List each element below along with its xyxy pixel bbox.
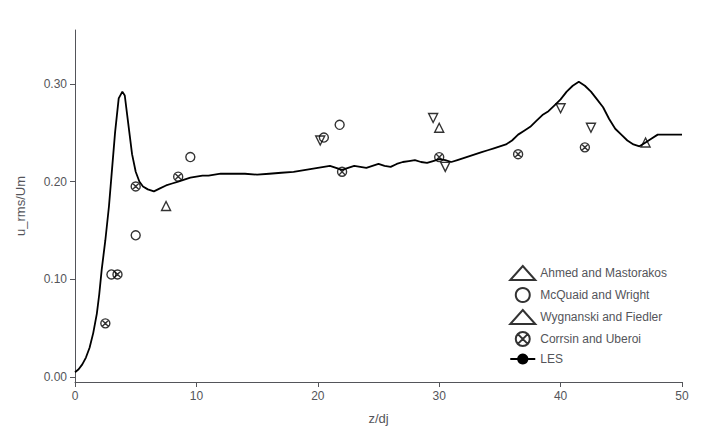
svg-text:0.00: 0.00	[44, 370, 68, 384]
svg-text:0.30: 0.30	[44, 77, 68, 91]
svg-text:Wygnanski and Fiedler: Wygnanski and Fiedler	[540, 310, 662, 324]
svg-text:40: 40	[554, 389, 568, 403]
svg-text:20: 20	[311, 389, 325, 403]
svg-text:Corrsin and Uberoi: Corrsin and Uberoi	[540, 332, 641, 346]
svg-text:30: 30	[433, 389, 447, 403]
svg-text:LES: LES	[540, 352, 563, 366]
svg-text:50: 50	[675, 389, 689, 403]
svg-text:0: 0	[72, 389, 79, 403]
svg-text:10: 10	[190, 389, 204, 403]
svg-text:0.10: 0.10	[44, 272, 68, 286]
svg-text:0.20: 0.20	[44, 175, 68, 189]
svg-text:u_rms/Um: u_rms/Um	[13, 176, 28, 236]
svg-text:z/dj: z/dj	[368, 411, 388, 426]
svg-text:Ahmed and Mastorakos: Ahmed and Mastorakos	[540, 266, 667, 280]
svg-text:McQuaid and Wright: McQuaid and Wright	[540, 288, 650, 302]
